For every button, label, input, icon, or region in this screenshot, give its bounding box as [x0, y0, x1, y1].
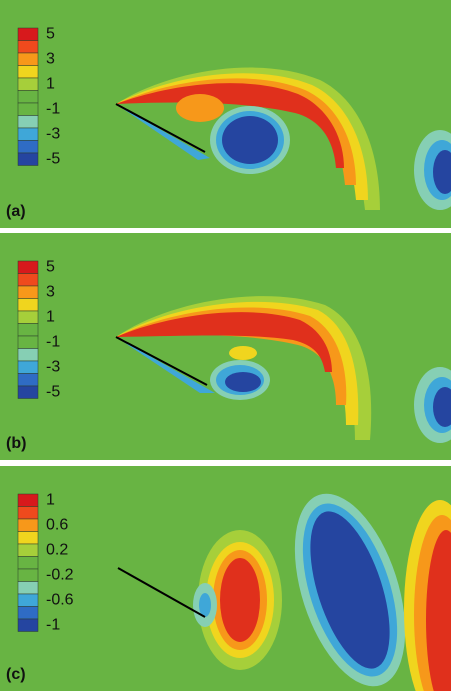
colorbar-tick-label: -1 [46, 100, 60, 117]
colorbar-swatch [17, 335, 39, 349]
colorbar-swatch [17, 273, 39, 287]
panel-label: (b) [6, 435, 26, 452]
colorbar-tick-label: 0.6 [46, 516, 68, 533]
colorbar-swatch [17, 298, 39, 312]
colorbar-tick-label: -5 [46, 150, 60, 167]
colorbar-tick-label: 3 [46, 50, 55, 67]
colorbar-swatch [17, 493, 39, 507]
colorbar-swatch [17, 40, 39, 54]
colorbar-tick-label: 5 [46, 25, 55, 42]
colorbar-swatch [17, 115, 39, 129]
colorbar-tick-label: -3 [46, 358, 60, 375]
colorbar-swatch [17, 543, 39, 557]
colorbar-tick-label: -0.6 [46, 591, 74, 608]
colorbar-swatch [17, 606, 39, 620]
colorbar-swatch [17, 152, 39, 166]
colorbar-swatch [17, 52, 39, 66]
colorbar-tick-label: 5 [46, 258, 55, 275]
colorbar-tick-label: 1 [46, 308, 55, 325]
colorbar-tick-label: -1 [46, 333, 60, 350]
panel-b-field [0, 233, 451, 460]
colorbar-swatch [17, 531, 39, 545]
colorbar-swatch [17, 310, 39, 324]
colorbar-swatch [17, 618, 39, 632]
colorbar-swatch [17, 27, 39, 41]
colorbar-swatch [17, 348, 39, 362]
colorbar-swatch [17, 323, 39, 337]
panel-c-field [0, 466, 451, 691]
colorbar-swatch [17, 77, 39, 91]
colorbar-tick-label: 1 [46, 75, 55, 92]
colorbar-tick-label: 0.2 [46, 541, 68, 558]
colorbar-swatch [17, 65, 39, 79]
colorbar-swatch [17, 102, 39, 116]
panel-label: (a) [6, 203, 26, 220]
colorbar-tick-label: -0.2 [46, 566, 74, 583]
colorbar-swatch [17, 140, 39, 154]
colorbar-swatch [17, 518, 39, 532]
colorbar-swatch [17, 373, 39, 387]
colorbar-swatch [17, 360, 39, 374]
panel-a-field [0, 0, 451, 228]
colorbar-tick-label: 3 [46, 283, 55, 300]
colorbar-swatch [17, 260, 39, 274]
colorbar-tick-label: 1 [46, 491, 55, 508]
colorbar-tick-label: -5 [46, 383, 60, 400]
colorbar-swatch [17, 556, 39, 570]
colorbar-swatch [17, 581, 39, 595]
panel-label: (c) [6, 666, 26, 683]
colorbar-swatch [17, 593, 39, 607]
colorbar-tick-label: -3 [46, 125, 60, 142]
colorbar-swatch [17, 385, 39, 399]
colorbars: 5 3 1 -1 -3 -5 (a) 5 3 1 -1 -3 -5 (b) 1 0.6 0.2 -0.2 -0.6 -… [6, 25, 74, 683]
colorbar-swatch [17, 127, 39, 141]
colorbar-swatch [17, 506, 39, 520]
colorbar-swatch [17, 285, 39, 299]
colorbar-tick-label: -1 [46, 616, 60, 633]
colorbar-swatch [17, 568, 39, 582]
colorbar-swatch [17, 90, 39, 104]
